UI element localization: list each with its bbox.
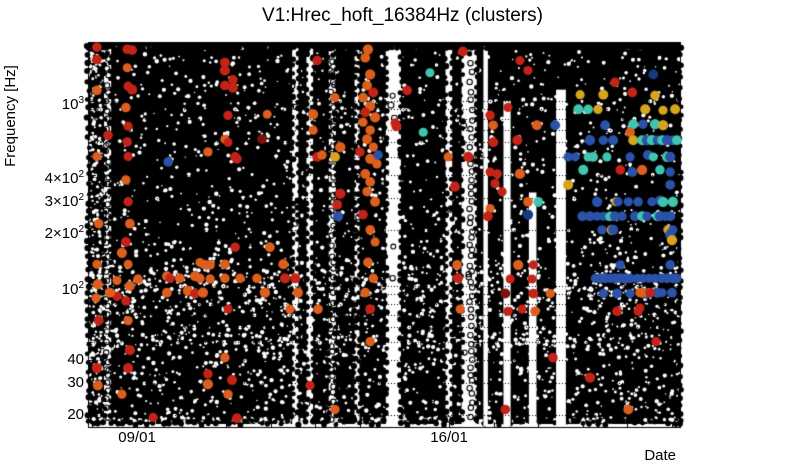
y-tick-label: 20	[67, 406, 84, 424]
y-axis-title: Frequency [Hz]	[2, 65, 19, 167]
y-tick-label: 40	[67, 350, 84, 368]
x-tick-label: 16/01	[430, 429, 468, 446]
y-tick-label: 3×102	[44, 191, 84, 210]
y-tick-label: 30	[67, 373, 84, 391]
y-tick-label: 4×102	[44, 168, 84, 187]
y-tick-label: 103	[61, 94, 84, 113]
y-tick-label: 2×102	[44, 224, 84, 243]
x-axis-title: Date	[644, 447, 676, 464]
chart-title: V1:Hrec_hoft_16384Hz (clusters)	[262, 5, 543, 26]
y-tick-label: 102	[61, 279, 84, 298]
x-tick-label: 09/01	[118, 429, 156, 446]
